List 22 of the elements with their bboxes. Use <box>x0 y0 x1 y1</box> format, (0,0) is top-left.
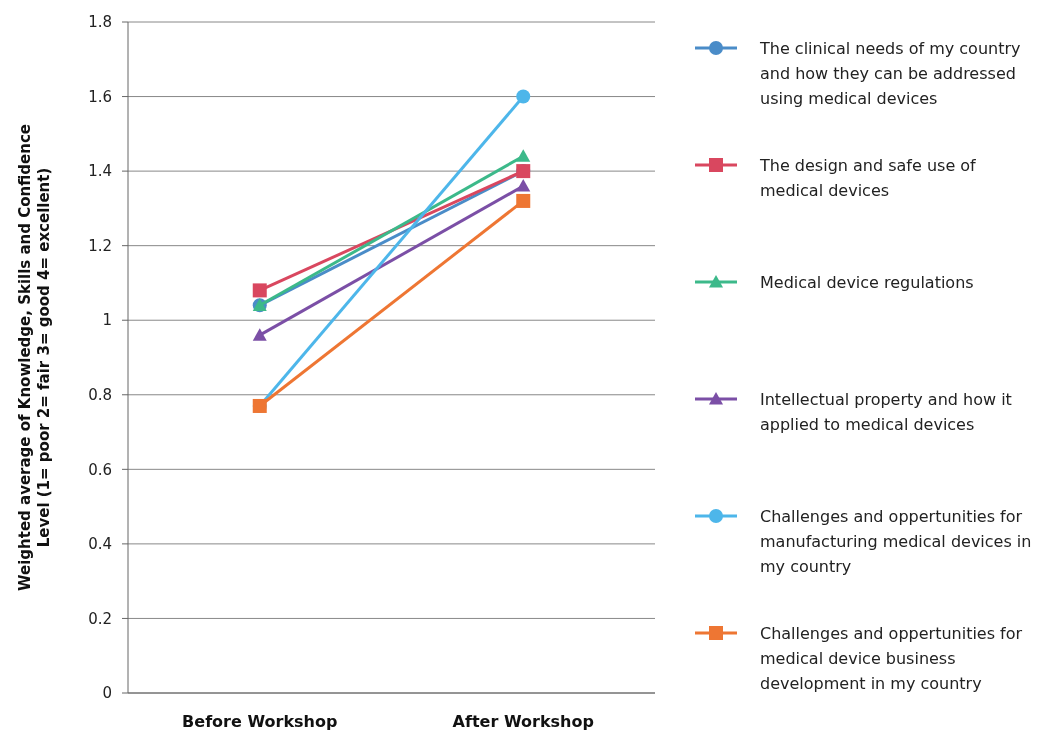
y-tick-label: 1.8 <box>88 13 112 32</box>
legend-label: Medical device regulations <box>760 272 974 292</box>
y-tick-label: 0 <box>102 684 112 703</box>
y-tick-label: 0.4 <box>88 535 112 554</box>
legend-label: The clinical needs of my country and how they can be addressed using medical devices <box>759 38 1021 108</box>
x-tick-label: Before Workshop <box>182 712 338 731</box>
point <box>516 193 531 208</box>
y-axis-title: Weighted average of Knowledge, Skills and Confidence Level (1= poor 2= fair 3= good 4= excellent) <box>16 123 53 592</box>
y-tick-label: 0.8 <box>88 386 112 405</box>
point <box>516 89 531 104</box>
y-tick-label: 1.4 <box>88 162 112 181</box>
y-tick-label: 0.6 <box>88 460 112 479</box>
y-tick-label: 1 <box>102 311 112 330</box>
legend-label: Challenges and oppertunities for manufacturing medical devices in my country <box>760 506 1032 576</box>
y-tick-label: 0.2 <box>88 609 112 628</box>
y-tick-label: 1.2 <box>88 236 112 255</box>
legend-label: Challenges and oppertunities for medical device business development in my country <box>760 623 1023 693</box>
x-tick-label: After Workshop <box>452 712 594 731</box>
y-tick-label: 1.6 <box>88 87 112 106</box>
point <box>252 283 267 298</box>
legend-label: The design and safe use of medical devices <box>759 155 977 200</box>
legend-label: Intellectual property and how it applied to medical devices <box>760 389 1012 434</box>
